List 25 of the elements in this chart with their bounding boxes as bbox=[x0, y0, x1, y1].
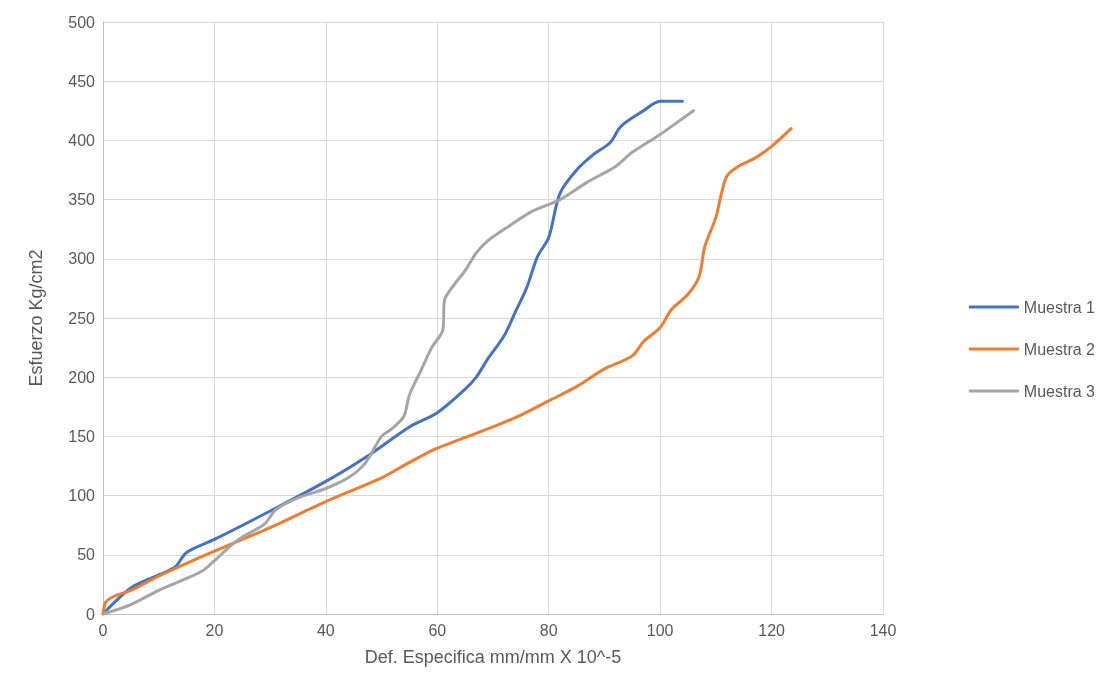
y-axis-title: Esfuerzo Kg/cm2 bbox=[26, 249, 46, 387]
x-tick-label: 100 bbox=[646, 621, 674, 639]
x-tick-label: 140 bbox=[869, 621, 897, 639]
x-axis-title: Def. Especifica mm/mm X 10^-5 bbox=[364, 647, 622, 667]
y-tick-label: 200 bbox=[68, 368, 96, 386]
y-tick-label: 450 bbox=[68, 72, 96, 90]
y-tick-label: 250 bbox=[68, 309, 96, 327]
line-series bbox=[101, 127, 793, 616]
x-tick-label: 40 bbox=[316, 621, 335, 639]
x-tick-label: 20 bbox=[205, 621, 224, 639]
legend-label: Muestra 2 bbox=[1023, 340, 1096, 358]
y-tick-label: 0 bbox=[86, 605, 96, 623]
y-tick-label: 100 bbox=[68, 487, 96, 505]
y-tick-label: 400 bbox=[68, 131, 96, 149]
legend-label: Muestra 1 bbox=[1023, 298, 1096, 316]
x-tick-label: 0 bbox=[98, 621, 108, 639]
y-tick-label: 50 bbox=[77, 546, 96, 564]
y-tick-label: 500 bbox=[68, 13, 96, 31]
y-tick-label: 350 bbox=[68, 191, 96, 209]
x-tick-label: 60 bbox=[428, 621, 447, 639]
y-tick-label: 150 bbox=[68, 427, 96, 445]
x-tick-label: 120 bbox=[758, 621, 786, 639]
x-tick-label: 80 bbox=[539, 621, 558, 639]
y-tick-label: 300 bbox=[68, 250, 96, 268]
legend-label: Muestra 3 bbox=[1023, 382, 1096, 400]
